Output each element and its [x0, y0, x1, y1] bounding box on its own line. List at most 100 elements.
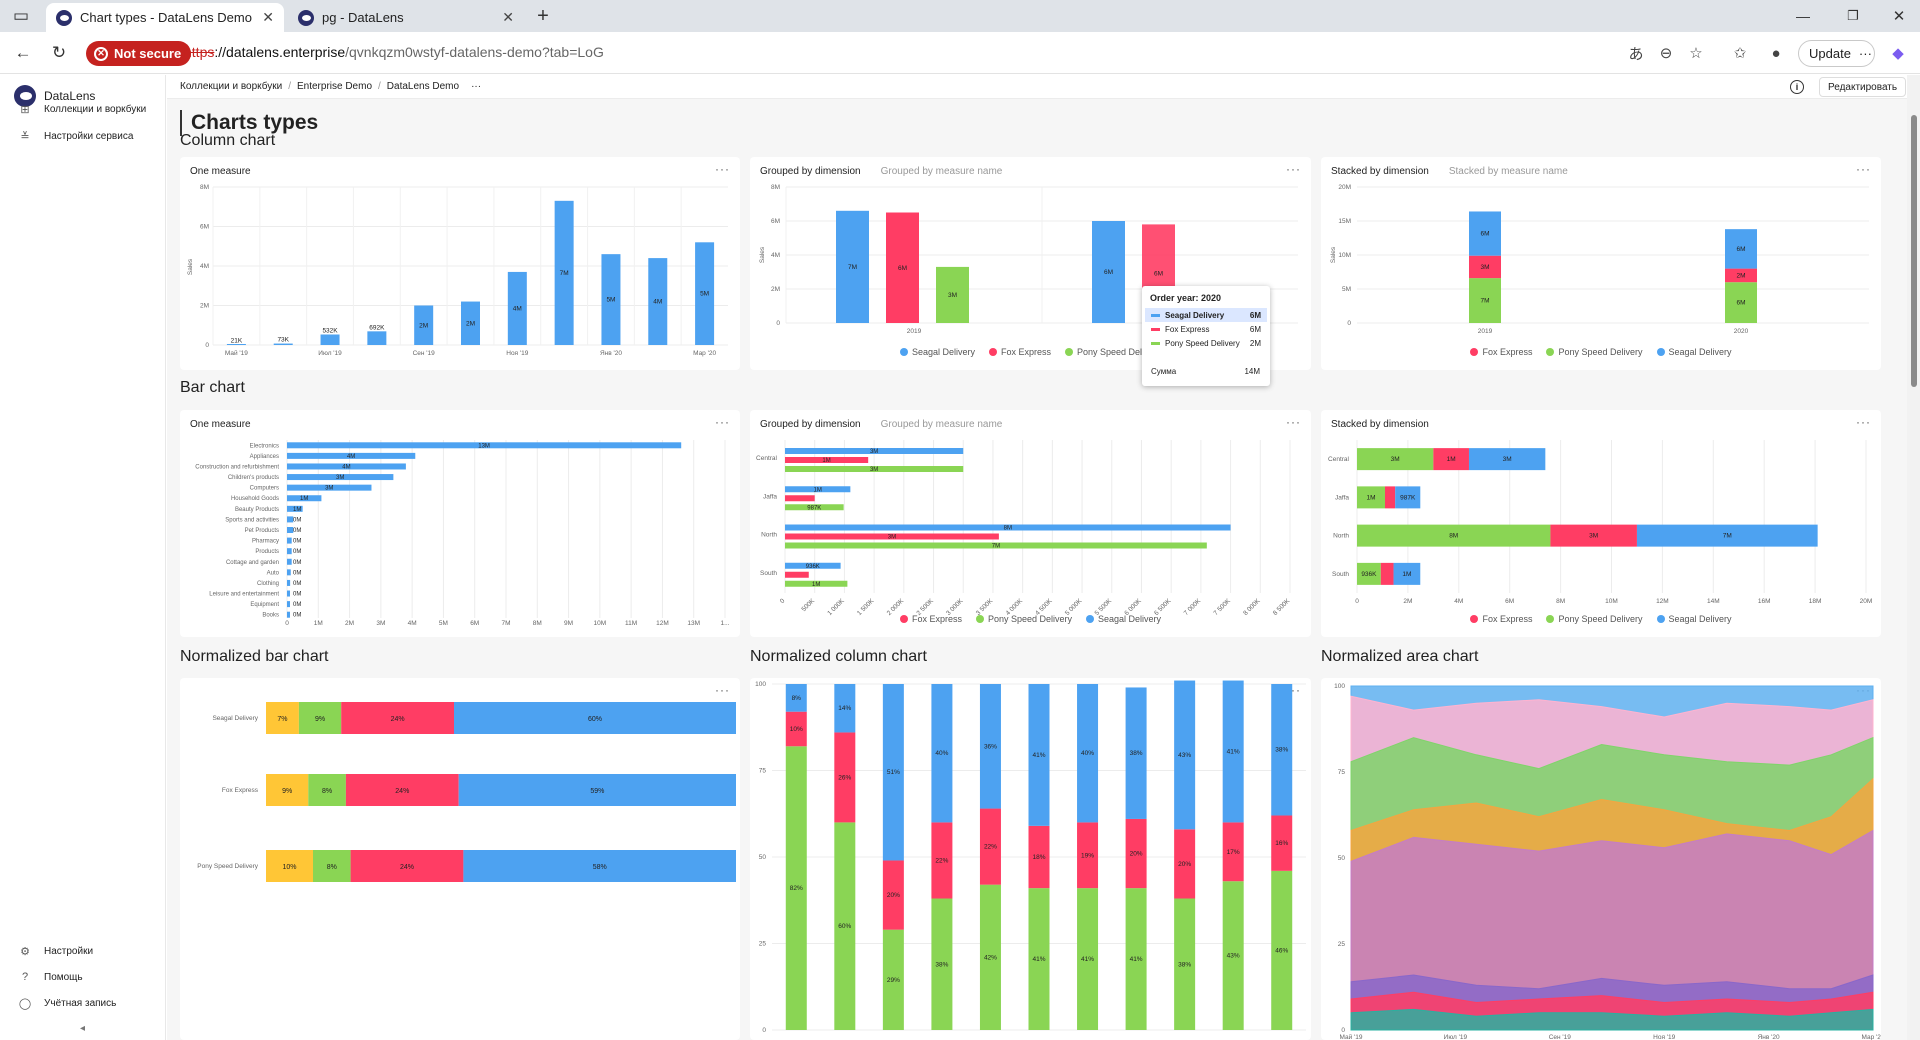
chart-normalized-column[interactable]: 0 25 50 75 100 82% 10% 8% 60% 26% 14% 29% 20% 51% 38% 2…: [750, 678, 1311, 1040]
chart-bar-one-measure[interactable]: 0 1M 2M 3M 4M 5M 6M 7M 8M 9M 10M 11M 12M 13M 1... Elect…: [180, 410, 740, 637]
minimize-icon[interactable]: —: [1796, 8, 1810, 24]
breadcrumb-item[interactable]: Enterprise Demo: [296, 81, 373, 92]
browser-tab[interactable]: pg - DataLens ✕: [288, 3, 524, 32]
bar: [1271, 684, 1293, 816]
chart-bar-grouped[interactable]: 0 500K 1 000K 1 500K 2 000K 2 500K 3 000K 3 500…: [750, 410, 1311, 637]
legend-item[interactable]: Seagal Delivery: [1086, 614, 1161, 624]
more-icon[interactable]: ···: [1856, 162, 1871, 176]
data-label: 42%: [984, 954, 997, 961]
back-icon[interactable]: ←: [14, 43, 32, 62]
more-icon[interactable]: ···: [1856, 415, 1871, 429]
close-tab-icon[interactable]: ✕: [262, 9, 274, 25]
data-label: 41%: [1227, 748, 1240, 755]
bar: [834, 732, 856, 823]
data-label: 41%: [1081, 956, 1094, 963]
not-secure-badge[interactable]: ✕ Not secure: [86, 41, 192, 66]
scrollbar-thumb[interactable]: [1911, 115, 1917, 387]
bar: [350, 850, 464, 882]
reload-icon[interactable]: ↻: [51, 43, 67, 62]
data-label: 0M: [293, 539, 301, 545]
close-window-icon[interactable]: ✕: [1892, 8, 1906, 25]
close-tab-icon[interactable]: ✕: [502, 9, 514, 25]
data-label: 5M: [606, 297, 615, 304]
bar: [1357, 524, 1551, 547]
x-tick-label: 2020: [1734, 328, 1749, 335]
bar: [1469, 278, 1501, 323]
chart-normalized-area[interactable]: 0 25 50 75 100 Май '19 Июл '19 Сен '19 Ноя '19 Ян…: [1321, 678, 1881, 1040]
breadcrumb-item[interactable]: Коллекции и воркбуки: [180, 81, 283, 92]
translate-icon[interactable]: あ: [1628, 45, 1644, 63]
datalens-logo[interactable]: DataLens: [14, 85, 95, 107]
sidebar-toggle-icon[interactable]: ▭: [12, 6, 30, 25]
sidebar-item-service-settings[interactable]: ≚ Настройки сервиса: [18, 130, 133, 143]
chart-column-one-measure[interactable]: 0 2M 4M 6M 8M Sales 21K Май '19 73K 532K Июл '19 69…: [180, 157, 740, 370]
chart-bar-stacked[interactable]: 0 2M 4M 6M 8M 10M 12M 14M 16M 18M 20M 3M 1M 3M Central…: [1321, 410, 1881, 637]
url-field[interactable]: https://datalens.enterprise/qvnkqzm0wsty…: [184, 44, 604, 60]
legend-item[interactable]: Fox Express: [1470, 347, 1532, 357]
sidebar-item-collections[interactable]: ⊞ Коллекции и воркбуки: [18, 103, 146, 116]
edit-button[interactable]: Редактировать: [1819, 77, 1907, 97]
sidebar-item-account[interactable]: ◯ Учётная запись: [18, 998, 117, 1010]
breadcrumb-more-icon[interactable]: ···: [471, 81, 482, 92]
breadcrumb-item[interactable]: DataLens Demo: [386, 81, 460, 92]
y-tick-label: 100: [755, 681, 766, 688]
category-label: North: [761, 532, 777, 539]
legend-item[interactable]: Fox Express: [988, 347, 1051, 357]
legend-swatch: [1656, 348, 1665, 356]
more-icon[interactable]: ···: [715, 415, 730, 429]
data-label: 4M: [513, 305, 522, 312]
copilot-icon[interactable]: ◆: [1892, 45, 1904, 62]
profile-avatar-icon[interactable]: ●: [1771, 44, 1781, 62]
chart-normalized-bar[interactable]: 7% 9% 24% 60% Seagal Delivery 9% 8% 24% 59% Fox E…: [180, 678, 740, 1040]
zoom-icon[interactable]: ⊖: [1659, 45, 1673, 62]
legend-item[interactable]: Pony Speed Delivery: [1546, 347, 1643, 357]
collapse-sidebar-icon[interactable]: ◂: [80, 1023, 86, 1034]
more-icon[interactable]: ···: [715, 683, 730, 697]
x-tick-label: Мар '20: [1862, 1034, 1882, 1040]
legend-item[interactable]: Fox Express: [1470, 614, 1532, 624]
data-label: 3M: [1589, 533, 1598, 540]
y-tick-label: 20M: [1338, 184, 1351, 191]
new-tab-icon[interactable]: +: [537, 4, 549, 27]
chart-legend: Seagal Delivery Fox Express Pony Speed Del…: [750, 347, 1311, 357]
legend-item[interactable]: Pony Speed Delivery: [1546, 614, 1643, 624]
legend-item[interactable]: Seagal Delivery: [1656, 614, 1732, 624]
page-scrollbar[interactable]: [1907, 75, 1920, 1040]
more-icon[interactable]: ···: [715, 162, 730, 176]
chart-column-stacked[interactable]: 0 5M 10M 15M 20M Sales 7M 3M 6M 2019 6M 2M 6M 2020: [1321, 157, 1881, 370]
page-title: Charts types: [180, 110, 318, 136]
restore-icon[interactable]: ❐: [1847, 8, 1859, 23]
more-icon[interactable]: ···: [1286, 415, 1301, 429]
section-title: Normalized bar chart: [180, 648, 329, 665]
x-tick-label: 4M: [1454, 598, 1463, 605]
bookmark-star-icon[interactable]: ☆: [1689, 45, 1703, 62]
data-label: 7M: [1723, 533, 1732, 540]
legend-item[interactable]: Seagal Delivery: [1656, 347, 1732, 357]
bar: [785, 580, 848, 587]
legend-swatch: [975, 615, 984, 623]
x-tick-label: 14M: [1707, 598, 1720, 605]
y-tick-label: 2M: [200, 303, 209, 310]
browser-tab-active[interactable]: Chart types - DataLens Demo - D ✕: [46, 3, 284, 32]
bar: [287, 495, 322, 502]
data-label: 0M: [293, 602, 301, 608]
more-icon[interactable]: ···: [1286, 162, 1301, 176]
category-label: Construction and refurbishment: [195, 464, 279, 470]
legend-item[interactable]: Pony Speed Delivery: [975, 614, 1072, 624]
legend-swatch: [899, 615, 908, 623]
legend-item[interactable]: Fox Express: [899, 614, 962, 624]
info-icon[interactable]: i: [1790, 80, 1804, 94]
app-sidebar: DataLens ⊞ Коллекции и воркбуки ≚ Настро…: [0, 75, 166, 1040]
favorites-icon[interactable]: ✩: [1733, 45, 1747, 62]
data-label: 987K: [807, 505, 821, 511]
legend-item[interactable]: Seagal Delivery: [899, 347, 975, 357]
category-label: Pet Products: [245, 528, 279, 534]
legend-label: Fox Express: [1000, 347, 1051, 357]
legend-item[interactable]: Pony Speed Delivery: [1065, 347, 1161, 357]
update-button[interactable]: Update ···: [1798, 40, 1875, 67]
sidebar-item-help[interactable]: ? Помощь: [18, 971, 83, 983]
bar: [979, 684, 1001, 809]
x-tick-label: 2019: [907, 328, 922, 335]
sidebar-item-settings[interactable]: ⚙ Настройки: [18, 945, 93, 958]
category-label: Jaffa: [763, 493, 777, 500]
